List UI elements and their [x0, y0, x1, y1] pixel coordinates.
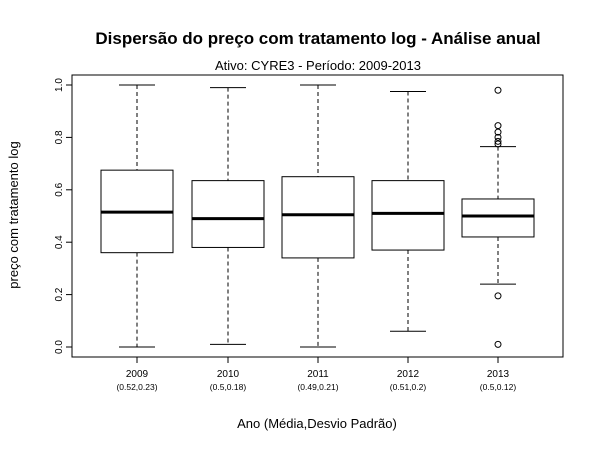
x-tick-label: 2013: [487, 369, 510, 380]
y-tick-label: 0.0: [54, 340, 65, 354]
outlier-point: [494, 128, 502, 136]
x-axis: 2009 (0.52,0.23) 2010 (0.5,0.18) 2011 (0.49,0…: [116, 356, 517, 392]
outlier-point: [494, 86, 502, 94]
x-tick-stats: (0.5,0.18): [210, 382, 247, 392]
outlier-point: [494, 137, 502, 145]
iqr-box: [281, 176, 355, 259]
x-tick-label: 2009: [126, 369, 149, 380]
boxes-layer: [100, 84, 535, 348]
outlier-point: [494, 140, 502, 148]
chart-subtitle: Ativo: CYRE3 - Período: 2009-2013: [215, 58, 421, 73]
y-tick-label: 0.4: [54, 235, 65, 249]
x-tick-label: 2011: [307, 369, 329, 380]
box-2011: [281, 84, 355, 348]
y-tick-label: 0.2: [54, 287, 65, 301]
outlier-point: [494, 292, 502, 300]
iqr-box: [461, 198, 535, 238]
x-tick-label: 2010: [217, 369, 240, 380]
y-axis-label: preço com tratamento log: [6, 141, 21, 288]
y-tick-label: 1.0: [54, 78, 65, 92]
y-tick-label: 0.8: [54, 130, 65, 144]
iqr-box: [371, 180, 445, 251]
x-tick-stats: (0.5,0.12): [480, 382, 517, 392]
chart-title: Dispersão do preço com tratamento log - …: [95, 29, 540, 48]
outlier-point: [494, 340, 502, 348]
box-2009: [100, 84, 174, 348]
box-2013: [461, 86, 535, 348]
outlier-point: [494, 133, 502, 141]
y-tick-label: 0.6: [54, 182, 65, 196]
x-tick-stats: (0.49,0.21): [297, 382, 338, 392]
x-axis-label: Ano (Média,Desvio Padrão): [237, 416, 397, 431]
y-axis: 0.0 0.2 0.4 0.6 0.8 1.0: [54, 78, 73, 354]
outlier-point: [494, 122, 502, 130]
x-tick-stats: (0.51,0.2): [390, 382, 427, 392]
box-2010: [191, 87, 265, 345]
iqr-box: [191, 180, 265, 248]
x-tick-label: 2012: [397, 369, 420, 380]
x-tick-stats: (0.52,0.23): [116, 382, 157, 392]
box-2012: [371, 91, 445, 332]
